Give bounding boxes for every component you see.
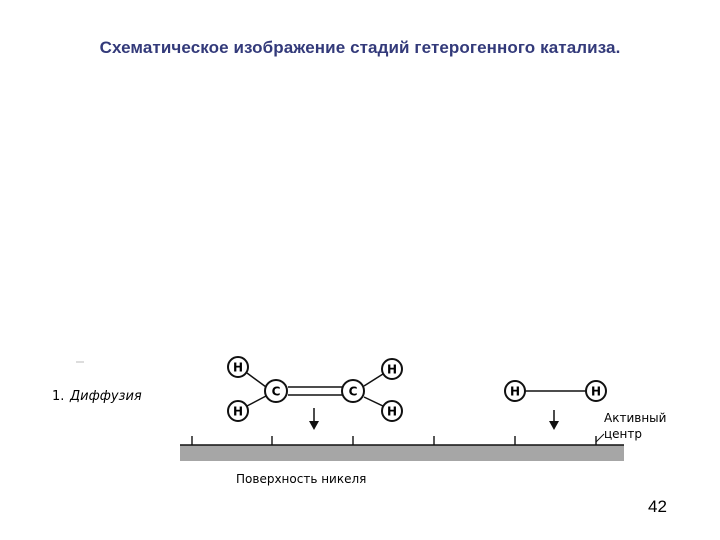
bond-h-c xyxy=(246,395,267,407)
svg-text:H: H xyxy=(387,405,397,419)
svg-text:H: H xyxy=(510,385,520,399)
hydrogen-atom: H xyxy=(504,380,526,402)
active-site-label-line1: Активный xyxy=(604,411,666,425)
carbon-atom: C xyxy=(341,379,365,403)
slide-title: Схематическое изображение стадий гетерог… xyxy=(99,38,621,57)
hydrogen-atom: H xyxy=(585,380,607,402)
nickel-surface xyxy=(180,445,624,461)
bond-h-c xyxy=(246,372,267,388)
bond-c-h xyxy=(363,373,384,387)
hydrogen-atom: H xyxy=(381,400,403,422)
svg-text:C: C xyxy=(272,385,281,399)
active-site-label-line2: центр xyxy=(604,427,642,441)
page-number: 42 xyxy=(648,497,667,516)
down-arrow-icon xyxy=(309,408,319,430)
hydrogen-atom: H xyxy=(227,400,249,422)
hydrogen-atom: H xyxy=(227,356,249,378)
carbon-atom: C xyxy=(264,379,288,403)
step-number: 1. xyxy=(52,389,64,404)
svg-text:C: C xyxy=(349,385,358,399)
bond-c-h xyxy=(363,396,384,407)
hydrogen-atom: H xyxy=(381,358,403,380)
step-name: Диффузия xyxy=(69,389,142,404)
svg-text:H: H xyxy=(591,385,601,399)
svg-text:H: H xyxy=(233,361,243,375)
svg-text:H: H xyxy=(387,363,397,377)
surface-label: Поверхность никеля xyxy=(236,472,366,486)
down-arrow-icon xyxy=(549,410,559,430)
active-site-leader xyxy=(595,433,605,443)
svg-text:H: H xyxy=(233,405,243,419)
